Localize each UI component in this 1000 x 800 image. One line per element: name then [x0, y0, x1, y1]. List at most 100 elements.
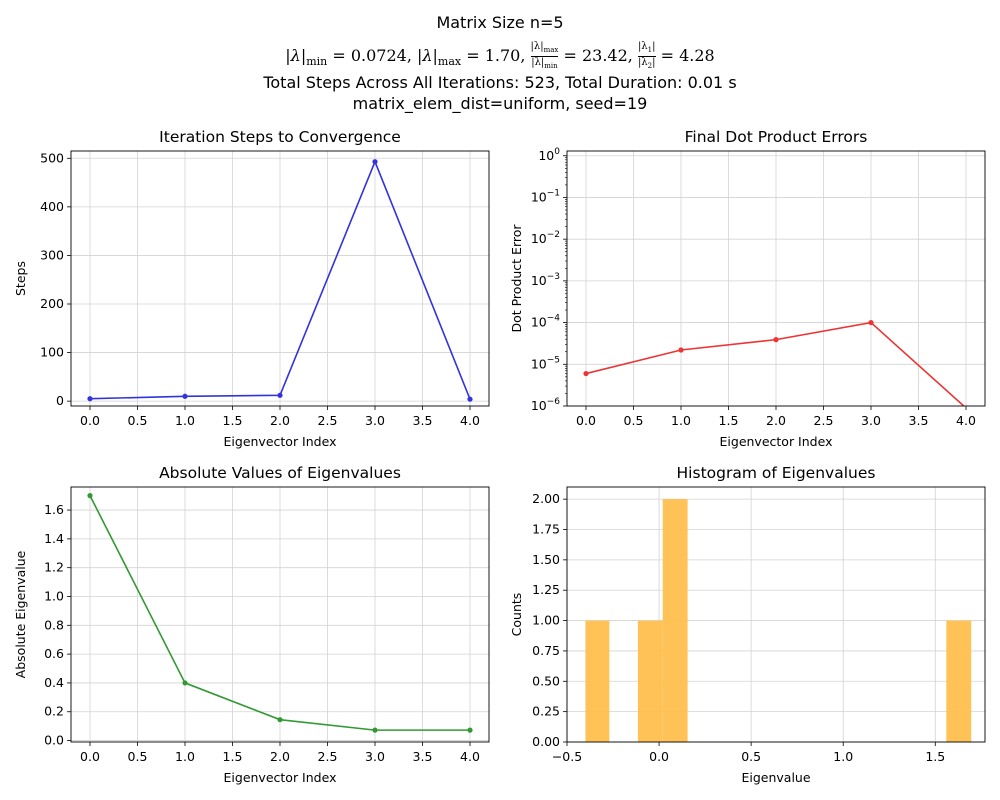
axes-frame-eigenvalues — [70, 486, 490, 743]
axes-frame-histogram — [566, 486, 986, 743]
x-tick-label: 0.5 — [128, 749, 148, 764]
y-tick-label: 1.6 — [44, 502, 64, 517]
y-tick-label: 0.8 — [44, 617, 64, 632]
data-point-steps — [372, 159, 378, 165]
x-tick-label: 2.0 — [766, 413, 786, 428]
x-tick-label: 0.5 — [741, 749, 761, 764]
y-tick-label: 10−3 — [531, 272, 560, 288]
x-tick-label: 3.5 — [413, 413, 433, 428]
x-tick-label: 0.0 — [576, 413, 596, 428]
y-tick-label: 10−2 — [531, 230, 560, 246]
y-tick-label: 0.75 — [532, 643, 560, 658]
data-point-steps — [277, 392, 283, 398]
y-tick-label: 1.50 — [532, 552, 560, 567]
y-tick-label: 0.00 — [532, 734, 560, 749]
y-tick-label: 0.2 — [44, 704, 64, 719]
x-tick-label: 0.0 — [649, 749, 669, 764]
x-axis-label-histogram: Eigenvalue — [741, 770, 810, 785]
y-tick-label: 0 — [56, 393, 64, 408]
y-tick-label: 10−4 — [531, 314, 560, 330]
y-tick-label: 0.25 — [532, 704, 560, 719]
y-tick-label: 0.0 — [44, 733, 64, 748]
panel-title-errors: Final Dot Product Errors — [685, 128, 868, 146]
x-tick-label: 1.0 — [671, 413, 691, 428]
y-tick-label: 1.4 — [44, 531, 64, 546]
panel-title-eigenvalues: Absolute Values of Eigenvalues — [159, 464, 401, 482]
y-tick-label: 400 — [40, 199, 64, 214]
axes-frame-errors — [566, 150, 986, 407]
eigen-condition-value: 23.42 — [581, 46, 628, 65]
figure-title-total-steps: Total Steps Across All Iterations: 523, … — [263, 73, 737, 92]
y-tick-label: 2.00 — [532, 491, 560, 506]
y-tick-label: 0.6 — [44, 646, 64, 661]
histogram-bar — [637, 620, 663, 742]
data-point-steps — [467, 396, 473, 402]
x-tick-label: 1.5 — [719, 413, 739, 428]
panel-title-histogram: Histogram of Eigenvalues — [677, 464, 876, 482]
y-tick-label: 10−6 — [531, 397, 560, 413]
x-tick-label: 4.0 — [956, 413, 976, 428]
x-tick-label: 1.5 — [925, 749, 945, 764]
x-tick-label: 1.5 — [223, 413, 243, 428]
eigen-ratio-value: 4.28 — [679, 46, 715, 65]
y-tick-label: 0.50 — [532, 673, 560, 688]
x-tick-label: 3.0 — [861, 413, 881, 428]
x-tick-label: 4.0 — [460, 413, 480, 428]
y-axis-label-errors: Dot Product Error — [509, 224, 524, 333]
y-tick-label: 10−1 — [531, 188, 560, 204]
histogram-bar — [946, 620, 972, 742]
data-point-errors — [773, 337, 779, 343]
y-tick-label: 1.75 — [532, 522, 560, 537]
eigen-min-value: 0.0724 — [350, 46, 407, 65]
y-tick-label: 100 — [538, 147, 560, 163]
axes-frame-steps — [70, 150, 490, 407]
histogram-bar — [662, 499, 688, 742]
data-point-errors — [583, 370, 589, 377]
x-tick-label: 3.5 — [413, 749, 433, 764]
y-tick-label: 1.00 — [532, 613, 560, 628]
y-tick-label: 10−5 — [531, 355, 560, 371]
y-tick-label: 0.4 — [44, 675, 64, 690]
data-point-eigenvalues — [87, 493, 93, 499]
x-tick-label: 2.5 — [814, 413, 834, 428]
x-tick-label: 2.5 — [318, 749, 338, 764]
x-tick-label: 2.5 — [318, 413, 338, 428]
y-axis-label-steps: Steps — [13, 261, 28, 296]
x-tick-label: 3.5 — [909, 413, 929, 428]
x-tick-label: 3.0 — [365, 749, 385, 764]
x-tick-label: 1.0 — [175, 749, 195, 764]
panel-title-steps: Iteration Steps to Convergence — [159, 128, 401, 146]
x-axis-label-errors: Eigenvector Index — [720, 434, 833, 449]
figure-title-matrix-size: Matrix Size n=5 — [436, 13, 564, 32]
data-point-errors — [868, 319, 874, 326]
y-tick-label: 300 — [40, 247, 64, 262]
x-tick-label: 1.5 — [223, 749, 243, 764]
data-point-eigenvalues — [467, 727, 473, 733]
y-tick-label: 200 — [40, 296, 64, 311]
x-tick-label: 0.0 — [80, 749, 100, 764]
x-tick-label: 1.0 — [833, 749, 853, 764]
x-tick-label: 0.0 — [80, 413, 100, 428]
x-tick-label: −0.5 — [552, 749, 582, 764]
data-point-eigenvalues — [372, 727, 378, 733]
data-point-steps — [182, 393, 188, 399]
figure-title-eigen-stats: |λ|min = 0.0724, |λ|max = 1.70, |λ|max |… — [285, 41, 715, 70]
data-point-eigenvalues — [182, 680, 188, 686]
y-axis-label-eigenvalues: Absolute Eigenvalue — [13, 550, 28, 678]
y-tick-label: 1.2 — [44, 560, 64, 575]
x-axis-label-eigenvalues: Eigenvector Index — [224, 770, 337, 785]
histogram-bar — [585, 620, 610, 742]
y-tick-label: 1.0 — [44, 588, 64, 603]
x-tick-label: 2.0 — [270, 413, 290, 428]
x-tick-label: 0.5 — [624, 413, 644, 428]
y-tick-label: 100 — [40, 345, 64, 360]
y-axis-label-histogram: Counts — [509, 593, 524, 637]
x-tick-label: 4.0 — [460, 749, 480, 764]
y-tick-label: 1.25 — [532, 582, 560, 597]
data-point-errors — [678, 347, 684, 353]
x-tick-label: 2.0 — [270, 749, 290, 764]
figure-title-distribution: matrix_elem_dist=uniform, seed=19 — [352, 94, 648, 113]
x-axis-label-steps: Eigenvector Index — [224, 434, 337, 449]
eigen-max-value: 1.70 — [484, 46, 521, 65]
